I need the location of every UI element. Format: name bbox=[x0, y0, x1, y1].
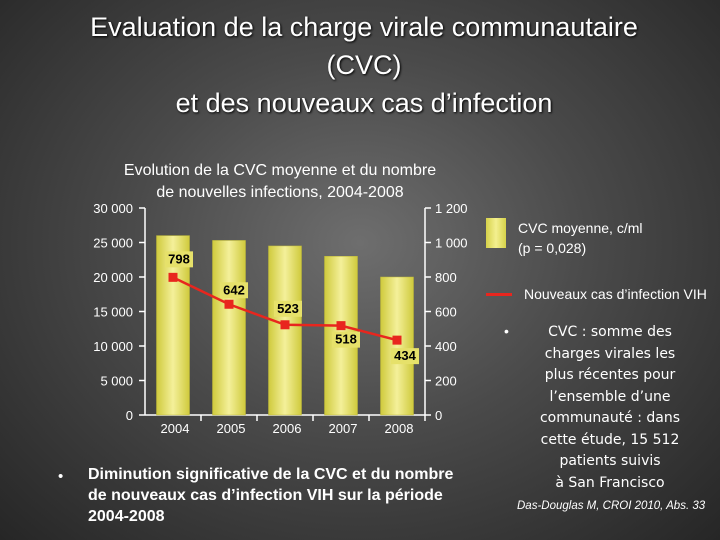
data-label: 434 bbox=[394, 348, 416, 363]
chart-labels: 30 000 25 000 20 000 15 000 10 000 5 000 0 1 20… bbox=[93, 201, 467, 436]
y-right-tick-label: 200 bbox=[435, 374, 457, 389]
y-right-tick-label: 400 bbox=[435, 339, 457, 354]
conclusion-line-1: Diminution significative de la CVC et du… bbox=[88, 466, 454, 483]
conclusion-bullet: • bbox=[58, 468, 64, 485]
x-tick-label: 2006 bbox=[273, 421, 302, 436]
bar bbox=[268, 245, 302, 416]
line-marker bbox=[336, 321, 346, 331]
note-line: à San Francisco bbox=[555, 474, 665, 491]
slide-title-line-1: Evaluation de la charge virale communaut… bbox=[90, 12, 638, 42]
cvc-definition-note: CVC : somme des charges virales les plus… bbox=[520, 322, 700, 494]
y-left-tick-label: 30 000 bbox=[93, 201, 133, 216]
y-left-tick-label: 0 bbox=[126, 408, 133, 423]
conclusion-line-3: 2004-2008 bbox=[88, 508, 165, 525]
data-label: 642 bbox=[223, 282, 245, 297]
line-marker bbox=[224, 299, 234, 309]
line-marker bbox=[280, 320, 290, 330]
slide-title-line-3: et des nouveaux cas d’infection bbox=[175, 88, 553, 118]
x-tick-label: 2007 bbox=[329, 421, 358, 436]
x-tick-label: 2005 bbox=[217, 421, 246, 436]
data-label: 523 bbox=[277, 301, 299, 316]
data-label-background bbox=[220, 282, 248, 299]
line-marker bbox=[392, 335, 402, 345]
y-left-tick-label: 5 000 bbox=[100, 374, 133, 389]
data-label: 798 bbox=[168, 251, 190, 266]
conclusion-text: Diminution significative de la CVC et du… bbox=[88, 464, 518, 527]
y-left-tick-label: 10 000 bbox=[93, 339, 133, 354]
slide-title: Evaluation de la charge virale communaut… bbox=[0, 8, 720, 122]
data-label-background bbox=[274, 300, 302, 317]
legend-cvc: CVC moyenne, c/ml (p = 0,028) bbox=[518, 218, 718, 258]
legend-new-infections: Nouveaux cas d’infection VIH bbox=[524, 286, 707, 302]
y-right-tick-label: 1 000 bbox=[435, 236, 468, 251]
data-label: 518 bbox=[335, 332, 357, 347]
legend-line-swatch bbox=[486, 293, 512, 296]
chart-title-line-1: Evolution de la CVC moyenne et du nombre bbox=[123, 162, 437, 179]
y-left-tick-label: 25 000 bbox=[93, 236, 133, 251]
y-right-tick-label: 0 bbox=[435, 408, 442, 423]
note-bullet: • bbox=[504, 323, 509, 339]
bar bbox=[380, 276, 414, 416]
note-line: communauté : dans bbox=[539, 410, 681, 426]
chart-title: Evolution de la CVC moyenne et du nombre… bbox=[80, 160, 480, 204]
citation: Das-Douglas M, CROI 2010, Abs. 33 bbox=[517, 500, 706, 512]
note-line: plus récentes pour bbox=[544, 367, 676, 383]
note-line: CVC : somme des bbox=[548, 324, 672, 340]
y-left-tick-label: 15 000 bbox=[93, 305, 133, 320]
line-marker bbox=[168, 272, 178, 282]
chart-title-line-2: de nouvelles infections, 2004-2008 bbox=[156, 184, 404, 201]
y-right-tick-label: 600 bbox=[435, 305, 457, 320]
y-right-tick-label: 800 bbox=[435, 270, 457, 285]
x-tick-label: 2004 bbox=[161, 421, 190, 436]
data-label-background bbox=[391, 348, 419, 365]
conclusion-line-2: de nouveaux cas d’infection VIH sur la p… bbox=[88, 487, 443, 504]
legend-cvc-line-1: CVC moyenne, c/ml bbox=[518, 220, 643, 236]
data-label-background bbox=[332, 331, 360, 348]
note-line: l’ensemble d’une bbox=[549, 388, 671, 405]
note-line: patients suivis bbox=[559, 453, 661, 469]
chart-line-series bbox=[168, 272, 402, 345]
legend-bar-swatch bbox=[486, 218, 506, 248]
note-line: cette étude, 15 512 bbox=[540, 431, 680, 448]
y-right-tick-label: 1 200 bbox=[435, 201, 468, 216]
y-left-tick-label: 20 000 bbox=[93, 270, 133, 285]
legend-cvc-line-2: (p = 0,028) bbox=[518, 240, 587, 256]
data-label-background bbox=[165, 251, 193, 268]
slide-title-line-2: (CVC) bbox=[326, 50, 402, 80]
x-tick-label: 2008 bbox=[385, 421, 414, 436]
bar bbox=[212, 240, 246, 416]
note-line: charges virales les bbox=[544, 345, 676, 362]
